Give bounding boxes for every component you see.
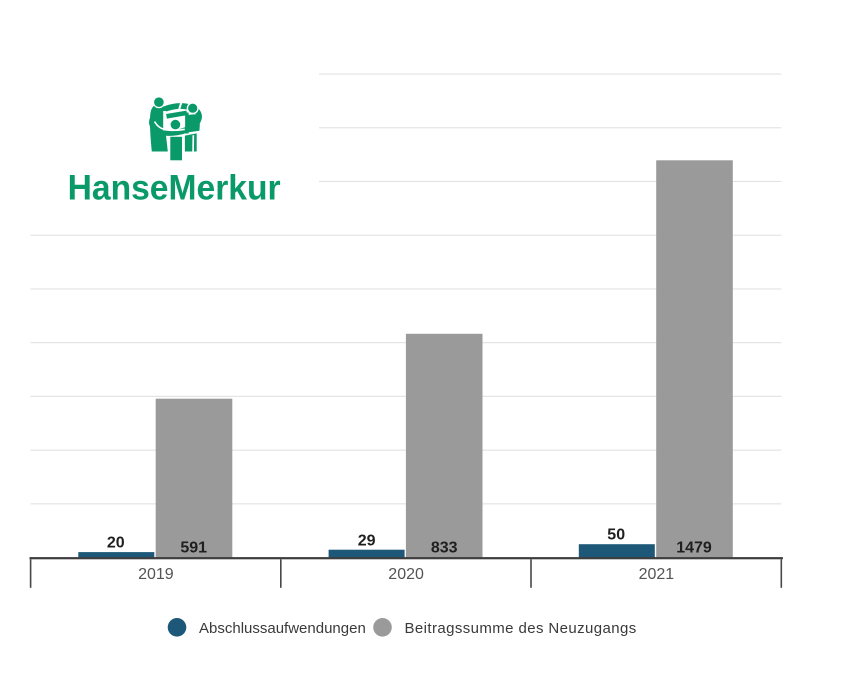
svg-text:Beitragssumme des Neuzugangs: Beitragssumme des Neuzugangs: [405, 620, 637, 637]
svg-text:29: 29: [358, 533, 376, 550]
svg-text:50: 50: [607, 526, 625, 543]
svg-text:Abschlussaufwendungen: Abschlussaufwendungen: [199, 620, 366, 637]
svg-text:2019: 2019: [138, 566, 174, 583]
svg-text:2020: 2020: [388, 566, 424, 583]
svg-text:1479: 1479: [676, 540, 712, 557]
svg-text:833: 833: [431, 540, 458, 557]
svg-text:20: 20: [107, 535, 125, 552]
svg-text:591: 591: [180, 540, 207, 557]
svg-text:HanseMerkur: HanseMerkur: [68, 168, 281, 208]
svg-text:2021: 2021: [639, 566, 675, 583]
